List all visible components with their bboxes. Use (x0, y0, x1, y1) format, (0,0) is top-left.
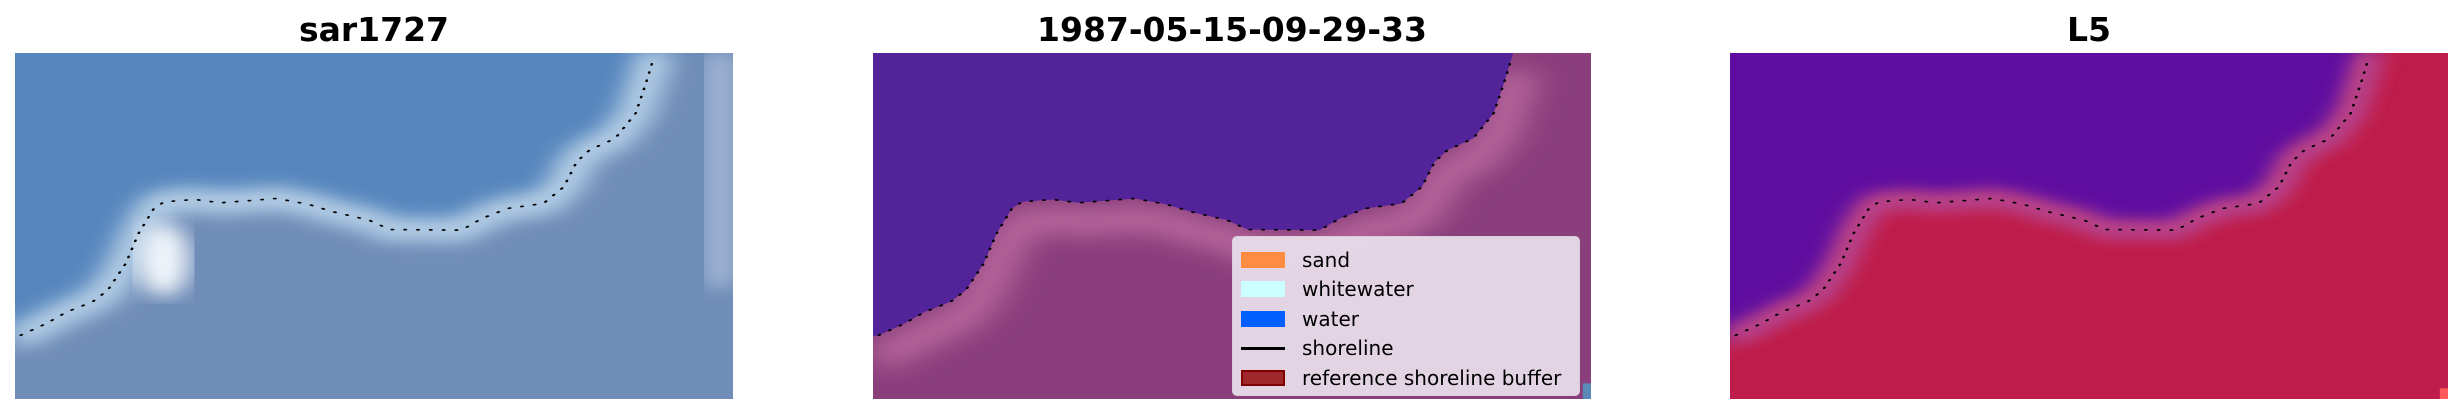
sar-image-panel (15, 53, 733, 399)
legend-item-whitewater: whitewater (1241, 275, 1579, 305)
water-swatch (1241, 310, 1285, 327)
legend-item-water: water (1241, 304, 1579, 334)
shoreline (877, 57, 1513, 337)
panel-title-sar: sar1727 (298, 10, 450, 49)
legend-item-sand: sand (1241, 245, 1579, 275)
shoreline-line-swatch (1241, 346, 1285, 350)
panel-title-l5: L5 (2067, 10, 2111, 49)
buffer-swatch (1241, 369, 1285, 386)
shoreline (1734, 57, 2370, 337)
legend-item-shoreline: shoreline (1241, 334, 1579, 364)
legend: sand whitewater water shoreline referenc… (1232, 236, 1580, 396)
shoreline (19, 57, 655, 337)
sand-swatch (1241, 251, 1285, 268)
panel-title-date: 1987-05-15-09-29-33 (1037, 10, 1427, 49)
legend-item-reference-buffer: reference shoreline buffer (1241, 363, 1579, 393)
probability-panel (1730, 53, 2448, 399)
whitewater-swatch (1241, 281, 1285, 298)
